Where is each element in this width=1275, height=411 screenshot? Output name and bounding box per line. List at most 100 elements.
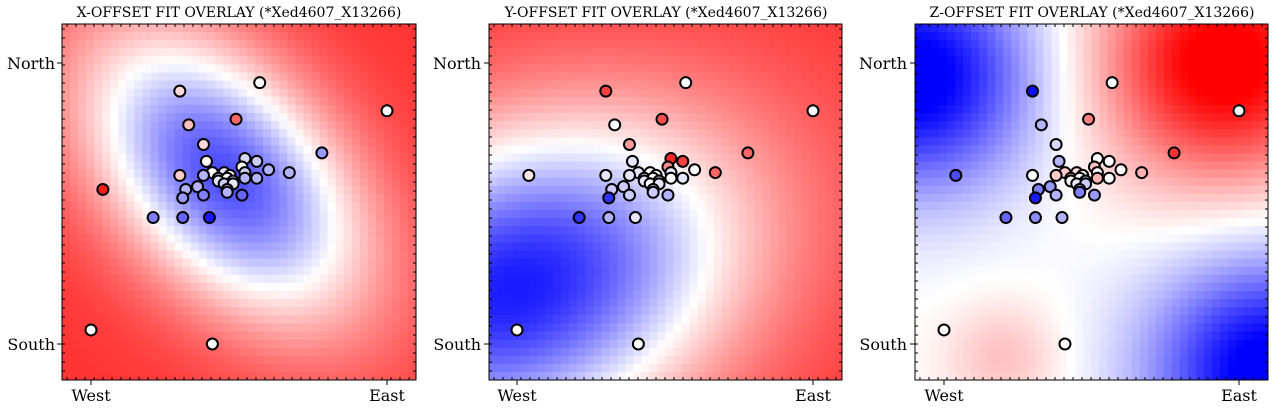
heatmap-cell	[279, 347, 288, 357]
heatmap-cell	[641, 137, 651, 146]
heatmap-cell	[793, 145, 803, 155]
heatmap-cell	[593, 32, 602, 41]
heatmap-cell	[649, 250, 659, 260]
heatmap-cell	[247, 56, 256, 66]
heatmap-cell	[745, 242, 755, 252]
heatmap-cell	[247, 72, 256, 82]
heatmap-cell	[537, 339, 546, 349]
heatmap-cell	[407, 371, 416, 380]
heatmap-cell	[126, 169, 136, 179]
heatmap-cell	[809, 242, 819, 252]
heatmap-cell	[375, 234, 385, 244]
heatmap-cell	[94, 347, 103, 357]
heatmap-cell	[713, 104, 723, 114]
heatmap-cell	[577, 137, 586, 146]
heatmap-cell	[939, 121, 948, 130]
heatmap-cell	[1075, 48, 1085, 57]
heatmap-cell	[78, 307, 87, 316]
heatmap-cell	[94, 282, 103, 292]
heatmap-cell	[737, 355, 747, 365]
heatmap-cell	[633, 64, 643, 74]
heatmap-cell	[705, 177, 715, 187]
heatmap-cell	[955, 56, 964, 66]
heatmap-cell	[987, 56, 996, 66]
heatmap-cell	[601, 282, 610, 292]
heatmap-cell	[665, 226, 675, 235]
heatmap-cell	[737, 40, 747, 49]
heatmap-cell	[1067, 40, 1077, 49]
heatmap-cell	[70, 291, 79, 300]
heatmap-cell	[593, 202, 602, 211]
heatmap-cell	[1195, 96, 1205, 106]
heatmap-cell	[617, 363, 626, 373]
heatmap-cell	[255, 323, 264, 333]
heatmap-cell	[617, 347, 626, 357]
heatmap-cell	[489, 177, 498, 187]
heatmap-cell	[593, 331, 602, 341]
heatmap-cell	[505, 113, 514, 122]
heatmap-cell	[1195, 48, 1205, 57]
heatmap-cell	[1187, 40, 1197, 49]
heatmap-cell	[142, 363, 152, 373]
heatmap-cell	[70, 56, 79, 66]
heatmap-cell	[569, 137, 578, 146]
heatmap-cell	[697, 274, 707, 284]
heatmap-cell	[793, 169, 803, 179]
heatmap-cell	[577, 234, 586, 244]
heatmap-cell	[102, 129, 111, 138]
heatmap-cell	[737, 48, 747, 57]
heatmap-cell	[745, 137, 755, 146]
heatmap-cell	[118, 32, 127, 41]
heatmap-cell	[399, 193, 409, 203]
heatmap-cell	[222, 266, 232, 276]
heatmap-cell	[1107, 129, 1117, 138]
heatmap-cell	[190, 137, 200, 146]
heatmap-cell	[174, 145, 184, 155]
heatmap-cell	[407, 202, 416, 211]
heatmap-cell	[915, 72, 924, 82]
heatmap-cell	[939, 40, 948, 49]
heatmap-cell	[673, 363, 683, 373]
heatmap-cell	[359, 80, 369, 90]
heatmap-cell	[737, 266, 747, 276]
heatmap-cell	[713, 210, 723, 219]
heatmap-cell	[801, 218, 811, 227]
heatmap-cell	[641, 96, 651, 106]
heatmap-cell	[311, 371, 321, 380]
heatmap-cell	[497, 347, 506, 357]
heatmap-cell	[247, 218, 256, 227]
heatmap-cell	[785, 218, 795, 227]
heatmap-cell	[561, 88, 570, 98]
heatmap-cell	[777, 129, 787, 138]
heatmap-cell	[158, 177, 168, 187]
heatmap-cell	[359, 339, 369, 349]
heatmap-cell	[617, 258, 626, 268]
heatmap-cell	[126, 48, 136, 57]
heatmap-cell	[375, 347, 385, 357]
heatmap-cell	[222, 88, 232, 98]
heatmap-cell	[343, 363, 353, 373]
heatmap-cell	[777, 40, 787, 49]
heatmap-cell	[174, 56, 184, 66]
heatmap-cell	[158, 307, 168, 316]
heatmap-cell	[86, 169, 95, 179]
heatmap-cell	[94, 315, 103, 324]
heatmap-cell	[1163, 121, 1173, 130]
heatmap-cell	[407, 48, 416, 57]
heatmap-cell	[78, 291, 87, 300]
heatmap-cell	[126, 323, 136, 333]
heatmap-cell	[497, 210, 506, 219]
heatmap-cell	[569, 129, 578, 138]
heatmap-cell	[239, 210, 248, 219]
heatmap-cell	[529, 88, 538, 98]
heatmap-cell	[593, 40, 602, 49]
heatmap-cell	[311, 355, 321, 365]
heatmap-cell	[617, 80, 626, 90]
heatmap-cell	[713, 266, 723, 276]
heatmap-cell	[817, 40, 827, 49]
heatmap-cell	[287, 40, 296, 49]
heatmap-cell	[497, 331, 506, 341]
heatmap-cell	[1139, 48, 1149, 57]
heatmap-cell	[383, 169, 393, 179]
heatmap-cell	[271, 355, 280, 365]
